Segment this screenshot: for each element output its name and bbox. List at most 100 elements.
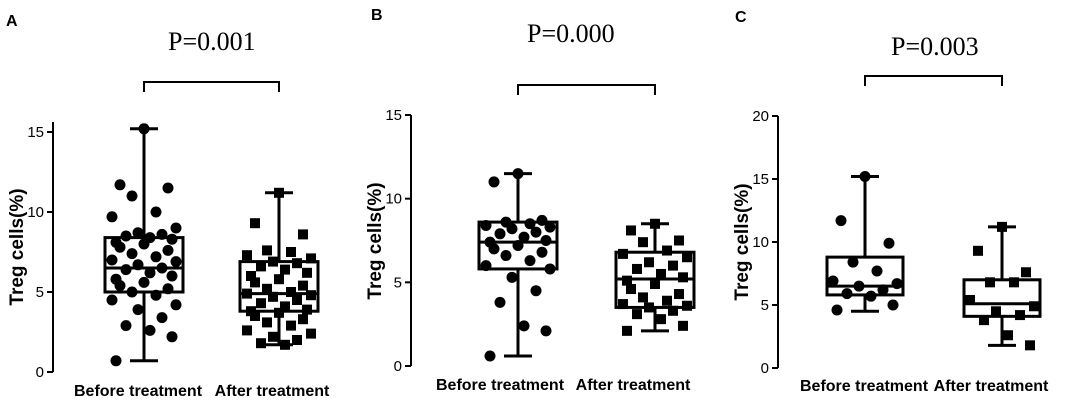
data-point [156,312,168,324]
data-point [973,245,983,256]
data-point [126,190,138,202]
y-tick-label: 0 [36,364,44,381]
data-point [120,264,132,276]
data-point [871,265,883,277]
data-point [1029,301,1039,312]
data-point [106,294,118,306]
data-point [524,218,536,230]
data-point [144,267,156,279]
box-iqr [103,236,185,294]
data-point [512,168,524,180]
data-point [274,274,284,285]
data-point [298,280,308,291]
data-point [166,331,178,343]
data-point [494,296,506,308]
data-point [632,309,642,320]
data-point [292,295,302,305]
data-point [280,264,290,275]
data-point [132,304,144,316]
data-point [156,228,168,240]
data-point [120,230,132,242]
data-point [853,280,865,292]
y-tick-label: 15 [752,171,769,188]
data-point [656,268,666,279]
data-point [985,277,995,288]
data-point [682,300,692,311]
data-point [638,292,648,303]
data-point [110,355,122,367]
data-point [298,314,308,325]
data-point [618,299,628,310]
data-point [150,251,162,263]
data-point [286,247,296,257]
data-point [1025,340,1035,351]
data-point [286,320,296,331]
data-point [242,288,252,299]
panel-c: C P=0.003 Treg cells(%) Before treatment… [732,9,1049,395]
data-point [150,206,162,218]
significance-bracket [143,81,280,92]
y-tick-label: 5 [36,284,44,301]
data-point [274,187,284,198]
data-point [156,262,168,274]
data-point [632,263,642,274]
y-tick-label: 15 [27,124,44,141]
data-point [891,278,903,290]
p-value: P=0.000 [527,19,615,48]
data-point [1009,277,1019,288]
data-point [126,248,138,260]
data-point [484,350,496,362]
data-point [674,235,684,246]
data-point [1015,310,1025,321]
x-category-label: After treatment [215,383,330,400]
data-point [286,287,296,297]
data-point [979,315,989,326]
data-point [662,245,672,256]
data-point [242,325,252,336]
data-point [656,314,666,325]
data-point [991,306,1001,317]
data-point [292,335,302,345]
box-iqr [962,278,1042,318]
data-point [268,331,278,342]
data-point [530,226,542,238]
data-point [106,254,118,266]
data-point [518,320,530,332]
data-point [674,289,684,300]
data-point [877,284,889,296]
data-point [306,328,316,339]
panel-letter: B [371,7,383,24]
data-point [650,218,660,229]
data-point [488,243,500,255]
x-category-label: After treatment [934,378,1049,395]
data-point [518,231,530,243]
data-point [150,289,162,301]
data-point [887,299,899,311]
data-point [644,302,654,313]
y-tick-label: 10 [752,234,769,251]
data-point [668,260,678,271]
y-axis-label: Treg cells(%) [365,182,386,299]
p-value: P=0.001 [168,27,256,56]
data-point [246,271,256,281]
y-tick-label: 10 [27,204,44,221]
data-point [883,237,895,249]
panel-a: A P=0.001 Treg cells(%) Before treatment… [6,13,330,400]
data-point [250,218,260,229]
panel-b: B P=0.000 Treg cells(%) Before treatment… [365,7,696,394]
data-point [166,233,178,245]
data-point [166,270,178,282]
data-point [841,288,853,300]
data-point [622,275,632,286]
data-point [132,259,144,271]
data-point [530,285,542,297]
data-point [162,283,174,295]
data-point [256,298,266,309]
data-point [1021,267,1031,278]
data-point [262,317,272,328]
data-point [298,229,308,240]
y-axis-label: Treg cells(%) [7,188,28,305]
data-point [302,304,312,315]
data-point [262,245,272,256]
